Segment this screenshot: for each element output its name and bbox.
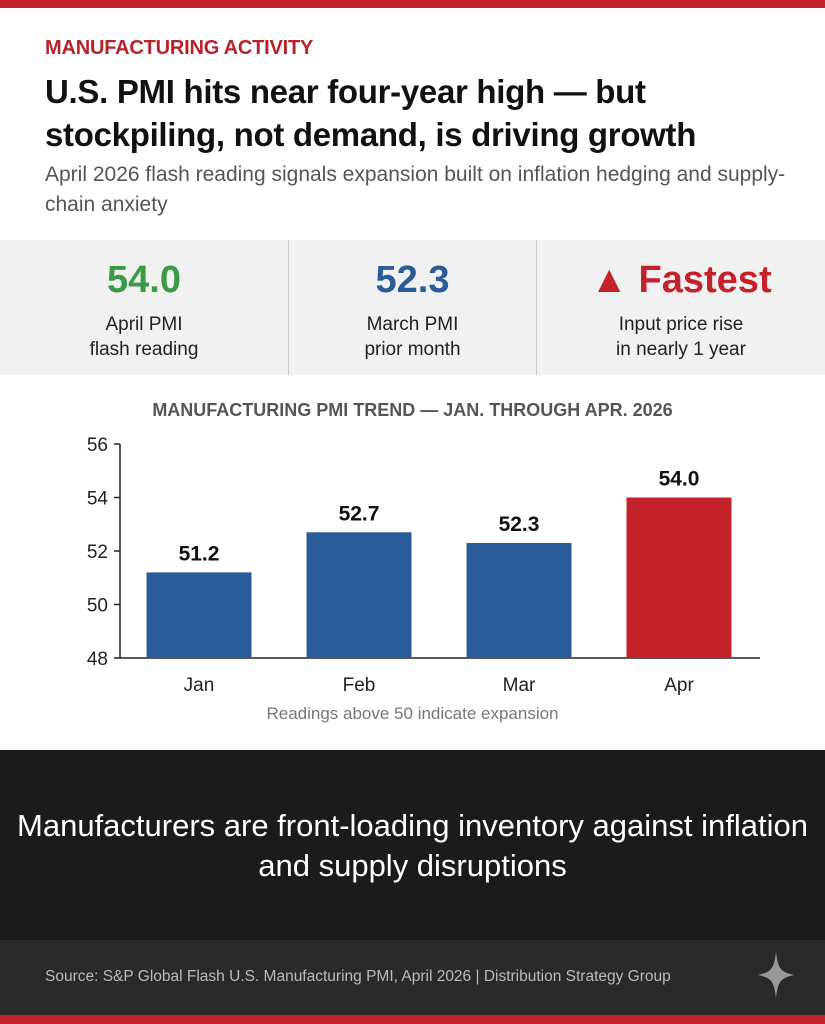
bar-value-label: 54.0 bbox=[659, 468, 700, 491]
y-tick-label: 54 bbox=[87, 489, 109, 510]
y-tick-label: 52 bbox=[87, 542, 108, 563]
bar-mar bbox=[466, 542, 572, 658]
stat-april-pmi: 54.0 April PMI flash reading bbox=[0, 240, 288, 375]
stat-value: 52.3 bbox=[375, 259, 450, 301]
stat-input-price: ▲ Fastest Input price rise in nearly 1 ye… bbox=[536, 240, 825, 375]
sparkle-icon bbox=[758, 952, 794, 998]
x-tick-label: Jan bbox=[184, 675, 215, 696]
bar-jan bbox=[146, 572, 252, 658]
stat-march-pmi: 52.3 March PMI prior month bbox=[288, 240, 536, 375]
top-accent-bar bbox=[0, 0, 825, 8]
stat-label-line: March PMI bbox=[366, 314, 459, 335]
stat-label: March PMI prior month bbox=[364, 312, 460, 362]
bar-value-label: 51.2 bbox=[179, 542, 220, 565]
stat-label-line: flash reading bbox=[89, 339, 199, 360]
chart-note: Readings above 50 indicate expansion bbox=[266, 704, 559, 723]
y-tick-label: 56 bbox=[87, 435, 108, 456]
x-tick-label: Apr bbox=[664, 675, 694, 696]
y-tick-label: 48 bbox=[87, 649, 108, 670]
chart-title: MANUFACTURING PMI TREND — JAN. THROUGH A… bbox=[152, 400, 673, 420]
stat-label-line: in nearly 1 year bbox=[616, 339, 746, 360]
headline: U.S. PMI hits near four-year high — but … bbox=[45, 73, 697, 153]
kicker: MANUFACTURING ACTIVITY bbox=[45, 37, 314, 59]
source-text: Source: S&P Global Flash U.S. Manufactur… bbox=[45, 968, 671, 985]
stat-label: April PMI flash reading bbox=[90, 312, 199, 362]
stat-value: 54.0 bbox=[107, 259, 181, 301]
y-tick-label: 50 bbox=[87, 596, 108, 617]
takeaway-text: Manufacturers are front-loading inventor… bbox=[17, 808, 808, 883]
bar-feb bbox=[306, 532, 412, 658]
stat-value: ▲ Fastest bbox=[590, 259, 772, 301]
bar-apr bbox=[626, 497, 732, 658]
stat-label: Input price rise in nearly 1 year bbox=[616, 312, 746, 362]
bar-value-label: 52.3 bbox=[499, 513, 540, 536]
stat-label-line: prior month bbox=[364, 339, 461, 360]
x-tick-label: Mar bbox=[503, 675, 536, 696]
bottom-accent-bar bbox=[0, 1015, 825, 1024]
stat-label-line: Input price rise bbox=[618, 314, 744, 335]
subtitle: April 2026 flash reading signals expansi… bbox=[45, 163, 786, 216]
takeaway-panel bbox=[0, 750, 825, 940]
stat-label-line: April PMI bbox=[105, 314, 183, 335]
footer bbox=[0, 940, 825, 1015]
bar-value-label: 52.7 bbox=[339, 502, 380, 525]
stats-band: 54.0 April PMI flash reading 52.3 March P… bbox=[0, 240, 825, 375]
bar-chart: 48 50 52 54 56 51.2 Jan 52.7 Feb 52.3 Mar 54.0 Apr bbox=[87, 435, 760, 696]
x-tick-label: Feb bbox=[343, 675, 376, 696]
